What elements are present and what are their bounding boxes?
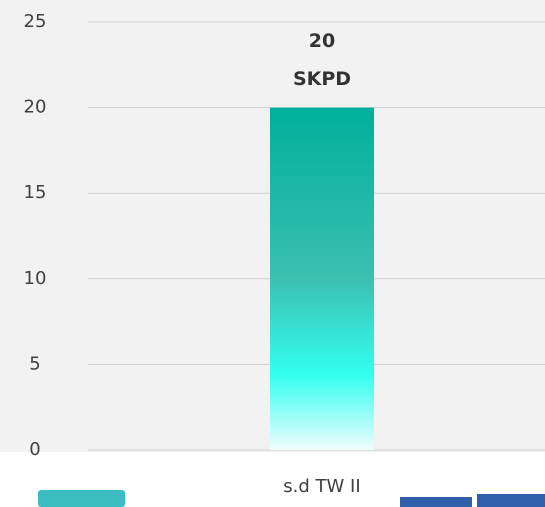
decoration	[38, 490, 125, 507]
y-tick-label: 0	[29, 439, 40, 460]
decoration	[477, 494, 545, 507]
plot: 0 5 10 15 20 25 s.d TW II 20 SKPD	[24, 11, 545, 497]
y-tick-label: 15	[24, 182, 47, 203]
y-tick-label: 5	[29, 353, 40, 374]
x-tick-label: s.d TW II	[283, 476, 360, 497]
decoration	[400, 497, 472, 507]
y-tick-label: 25	[24, 11, 47, 32]
y-tick-label: 20	[24, 97, 47, 118]
bar	[270, 107, 374, 450]
data-label: 20	[309, 30, 335, 52]
data-label-unit: SKPD	[293, 68, 351, 90]
y-tick-label: 10	[24, 268, 47, 289]
